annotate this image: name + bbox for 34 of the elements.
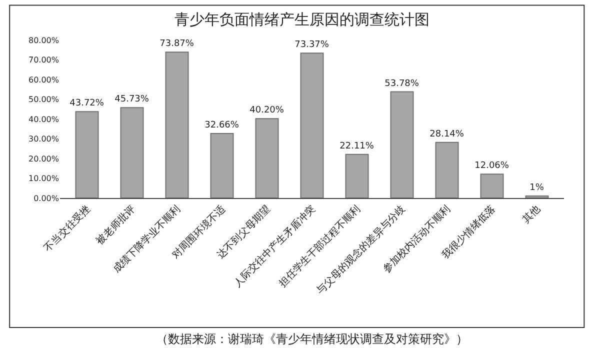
y-tick-label: 40.00%	[28, 114, 60, 124]
data-label: 1%	[530, 183, 544, 194]
y-tick-label: 80.00%	[28, 36, 60, 45]
data-label: 45.73%	[114, 94, 150, 105]
bar	[345, 154, 369, 198]
y-tick-label: 30.00%	[28, 134, 60, 144]
data-label: 73.87%	[160, 39, 194, 50]
data-label: 53.78%	[384, 78, 420, 89]
bar	[435, 142, 459, 198]
x-tick-label: 其他	[520, 203, 543, 226]
y-tick-label: 60.00%	[28, 75, 60, 84]
data-label: 22.11%	[340, 141, 374, 152]
x-tick-label: 不当交往受挫	[42, 203, 93, 254]
bar	[390, 91, 414, 198]
y-tick-label: 50.00%	[28, 95, 60, 104]
chart-title: 青少年负面情绪产生原因的调查统计图	[174, 10, 430, 28]
y-tick-label: 70.00%	[28, 56, 60, 65]
y-tick-label: 20.00%	[28, 154, 60, 164]
y-tick-label: 10.00%	[28, 174, 60, 184]
bar	[165, 52, 189, 198]
bar	[300, 52, 324, 198]
y-tick-label: 0.00%	[34, 194, 60, 203]
data-label: 12.06%	[474, 161, 510, 172]
bar	[210, 133, 234, 198]
text: （数据来源：谢瑞琦《青少年情绪现状调查及对策研究》）	[156, 332, 468, 346]
data-label: 32.66%	[204, 120, 240, 130]
bar	[75, 111, 99, 198]
bar	[120, 107, 144, 198]
data-label: 43.72%	[70, 98, 104, 109]
data-label: 40.20%	[250, 106, 284, 116]
data-label: 28.14%	[430, 129, 464, 140]
data-label: 73.37%	[294, 40, 330, 50]
bar	[480, 174, 504, 198]
bar	[255, 118, 279, 198]
